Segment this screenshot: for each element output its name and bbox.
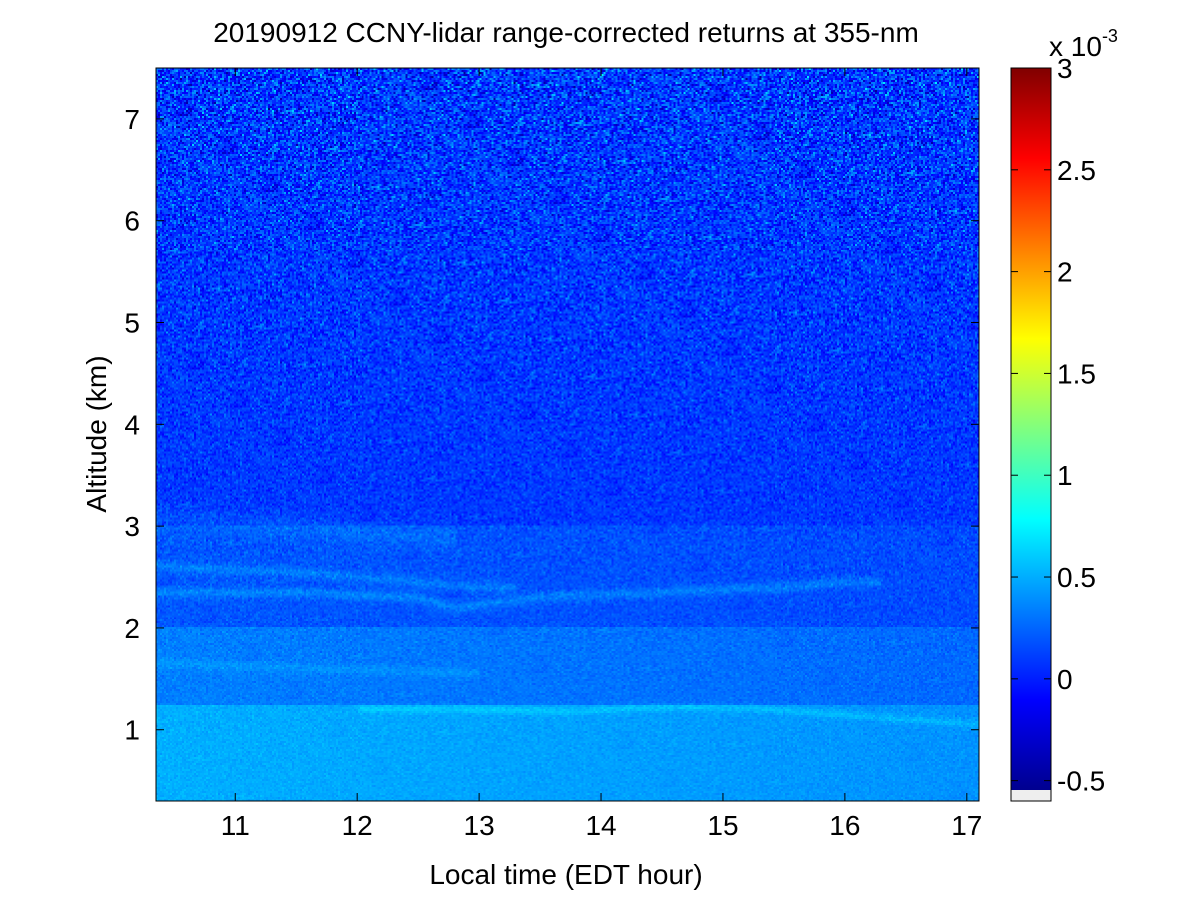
x-axis: 11 12 13 14 15 16 17 <box>221 68 982 841</box>
y-tick-label: 7 <box>124 104 140 135</box>
y-tick-label: 1 <box>124 715 140 746</box>
heatmap-image <box>156 68 979 801</box>
colorbar-exponent-power: -3 <box>1102 26 1118 46</box>
x-tick-label: 11 <box>221 810 250 841</box>
x-tick-label: 12 <box>342 810 373 841</box>
y-tick-label: 3 <box>124 511 140 542</box>
y-tick-label: 6 <box>124 206 140 237</box>
x-tick-label: 16 <box>829 810 860 841</box>
colorbar-exponent: x 10-3 <box>1049 26 1118 62</box>
y-axis-label: Altitude (km) <box>81 355 112 512</box>
x-tick-label: 17 <box>951 810 982 841</box>
colorbar-ticks: -0.5 0 0.5 1 1.5 2 2.5 3 <box>1011 53 1105 797</box>
colorbar-tick-label: 2.5 <box>1057 155 1096 186</box>
plot-frame <box>155 67 980 802</box>
colorbar-frame <box>1010 67 1052 802</box>
y-tick-label: 5 <box>124 308 140 339</box>
plot-area <box>155 67 980 802</box>
x-tick-label: 14 <box>585 810 616 841</box>
y-tick-label: 4 <box>124 409 140 440</box>
colorbar-under-color <box>1011 790 1051 801</box>
colorbar-tick-label: 0.5 <box>1057 562 1096 593</box>
x-axis-label: Local time (EDT hour) <box>429 859 702 890</box>
chart-title: 20190912 CCNY-lidar range-corrected retu… <box>213 17 919 48</box>
x-tick-label: 15 <box>707 810 738 841</box>
colorbar-exponent-base: x 10 <box>1049 31 1102 62</box>
colorbar-tick-label: 3 <box>1057 53 1073 84</box>
x-tick-label: 13 <box>464 810 495 841</box>
y-tick-label: 2 <box>124 613 140 644</box>
y-axis: 1 2 3 4 5 6 7 <box>124 104 979 746</box>
colorbar-tick-label: 1.5 <box>1057 358 1096 389</box>
colorbar-gradient <box>1011 68 1051 790</box>
colorbar-tick-label: 0 <box>1057 664 1073 695</box>
colorbar-tick-label: 1 <box>1057 460 1073 491</box>
colorbar: -0.5 0 0.5 1 1.5 2 2.5 3 x 10-3 <box>1010 26 1118 802</box>
colorbar-tick-label: -0.5 <box>1057 766 1105 797</box>
colorbar-tick-label: 2 <box>1057 257 1073 288</box>
